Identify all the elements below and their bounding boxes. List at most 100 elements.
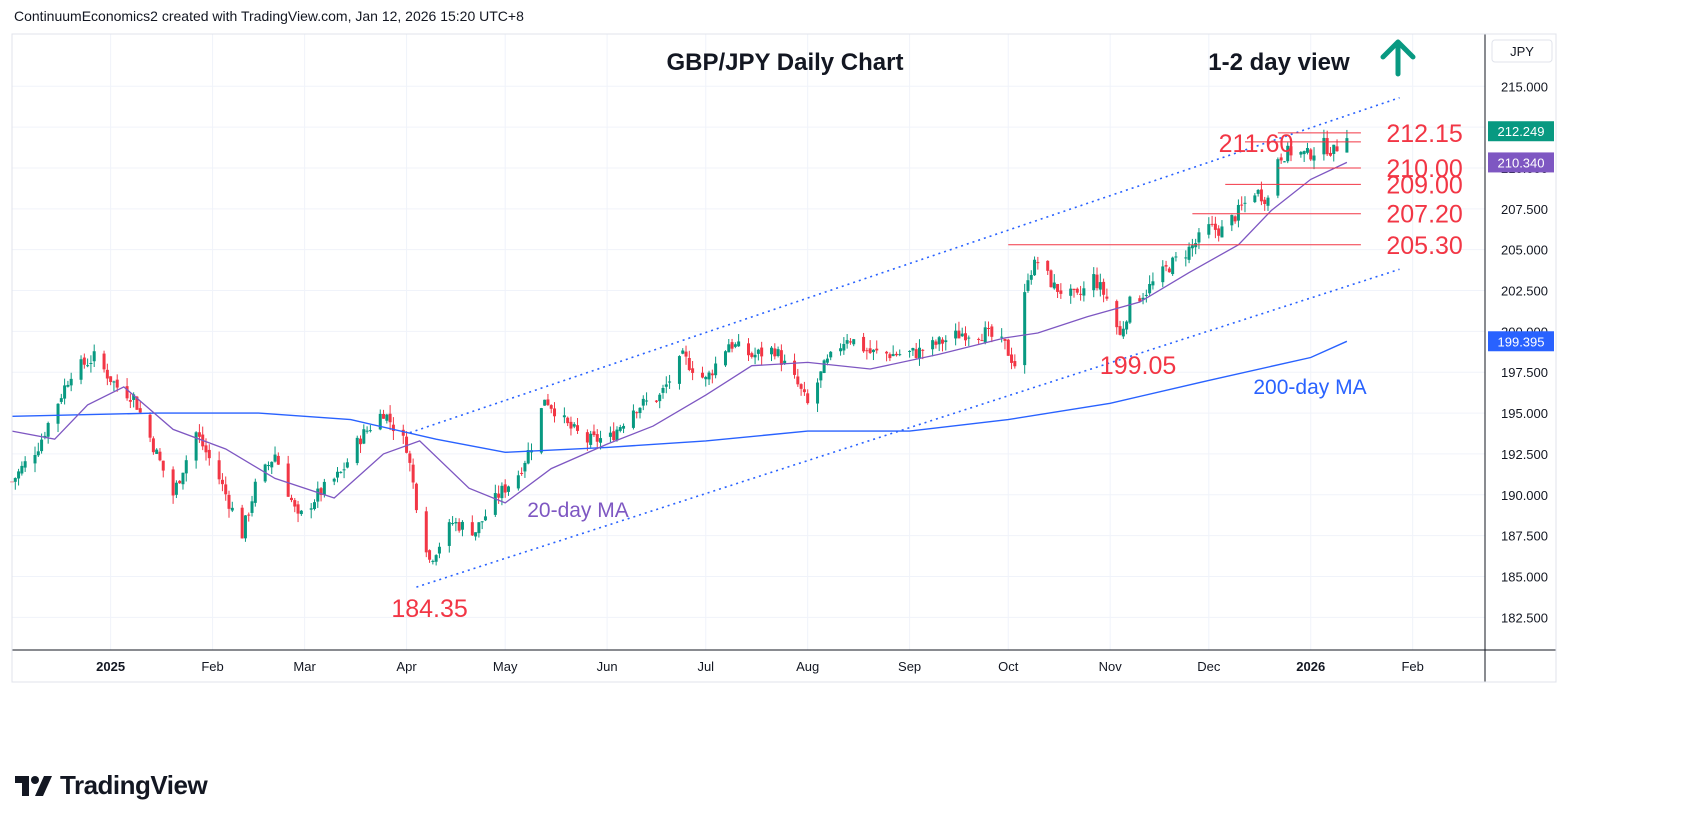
candle-body bbox=[217, 460, 221, 480]
x-tick-label: 2026 bbox=[1296, 659, 1325, 674]
candle-body bbox=[917, 347, 921, 358]
candle-body bbox=[293, 500, 297, 507]
candle-body bbox=[1105, 296, 1109, 299]
candle-body bbox=[1243, 202, 1247, 204]
candle-body bbox=[105, 369, 109, 379]
candle-body bbox=[401, 429, 405, 436]
candle-body bbox=[1190, 245, 1194, 249]
candle-body bbox=[128, 400, 132, 402]
candle-body bbox=[1000, 336, 1004, 338]
candle-body bbox=[1046, 260, 1050, 271]
candle-body bbox=[1079, 293, 1083, 295]
candle-body bbox=[520, 472, 524, 474]
candle-body bbox=[1125, 321, 1129, 330]
tradingview-footer[interactable]: TradingView bbox=[14, 770, 208, 801]
candle-body bbox=[385, 414, 389, 421]
candle-body bbox=[700, 372, 704, 378]
candle-body bbox=[115, 379, 119, 388]
y-tick-label: 190.000 bbox=[1501, 488, 1548, 503]
candle-body bbox=[368, 430, 372, 432]
ma200-label: 200-day MA bbox=[1253, 376, 1366, 399]
candle-body bbox=[733, 344, 737, 347]
candle-body bbox=[171, 469, 175, 496]
candle-body bbox=[1148, 284, 1152, 294]
candle-body bbox=[1207, 224, 1211, 235]
candle-body bbox=[1335, 146, 1339, 152]
candle-body bbox=[618, 427, 622, 431]
candle-body bbox=[871, 349, 875, 353]
candle-body bbox=[691, 368, 695, 373]
candle-body bbox=[1279, 157, 1283, 161]
candle-body bbox=[641, 398, 645, 406]
candle-body bbox=[36, 451, 40, 456]
candle-body bbox=[1325, 138, 1329, 155]
candle-body bbox=[102, 353, 106, 370]
candle-body bbox=[332, 478, 336, 482]
candle-body bbox=[612, 431, 616, 441]
candle-body bbox=[875, 348, 879, 351]
y-tick-label: 187.500 bbox=[1501, 529, 1548, 544]
candle-body bbox=[388, 413, 392, 423]
candle-body bbox=[125, 386, 129, 399]
y-tick-label: 215.000 bbox=[1501, 79, 1548, 94]
candle-body bbox=[197, 432, 201, 437]
x-tick-label: May bbox=[493, 659, 518, 674]
candle-body bbox=[336, 471, 340, 478]
candle-body bbox=[983, 327, 987, 343]
candle-body bbox=[1092, 274, 1096, 291]
candle-body bbox=[181, 472, 185, 485]
candle-body bbox=[1328, 152, 1332, 156]
candle-body bbox=[270, 461, 274, 468]
candle-body bbox=[1220, 226, 1224, 238]
candle-body bbox=[506, 486, 510, 492]
level-label: 211.60 bbox=[1219, 130, 1294, 158]
candle-body bbox=[704, 376, 708, 380]
candle-body bbox=[135, 396, 139, 410]
channel-upper-line bbox=[409, 96, 1400, 434]
candle-body bbox=[779, 350, 783, 365]
candle-body bbox=[1006, 339, 1010, 356]
candle-body bbox=[1056, 283, 1060, 292]
candle-body bbox=[760, 347, 764, 357]
candle-body bbox=[664, 384, 668, 387]
y-tick-label: 205.000 bbox=[1501, 243, 1548, 258]
candle-body bbox=[1174, 256, 1178, 258]
candle-body bbox=[1144, 294, 1148, 296]
y-tick-label: 185.000 bbox=[1501, 569, 1548, 584]
candle-body bbox=[773, 348, 777, 357]
candle-body bbox=[908, 350, 912, 352]
candle-body bbox=[750, 353, 754, 357]
level-label: 205.30 bbox=[1386, 232, 1462, 260]
candle-body bbox=[714, 363, 718, 376]
tradingview-brand: TradingView bbox=[60, 770, 208, 800]
candle-body bbox=[1095, 274, 1099, 289]
y-tick-label: 192.500 bbox=[1501, 447, 1548, 462]
candle-body bbox=[654, 400, 658, 402]
level-label: 212.15 bbox=[1386, 120, 1462, 148]
candle-body bbox=[819, 371, 823, 381]
candle-body bbox=[224, 484, 228, 495]
currency-tag: JPY bbox=[1510, 44, 1534, 59]
candle-body bbox=[20, 465, 24, 474]
candle-body bbox=[470, 522, 474, 536]
candle-body bbox=[816, 382, 820, 404]
candle-body bbox=[1259, 189, 1263, 202]
candle-body bbox=[865, 350, 869, 352]
candle-body bbox=[342, 469, 346, 471]
candle-body bbox=[944, 340, 948, 343]
x-tick-label: Oct bbox=[998, 659, 1019, 674]
candle-body bbox=[1161, 266, 1165, 283]
candle-body bbox=[1121, 328, 1125, 337]
candle-body bbox=[756, 349, 760, 354]
ma20-label: 20-day MA bbox=[527, 499, 629, 522]
candle-body bbox=[240, 507, 244, 539]
candle-body bbox=[151, 438, 155, 453]
candle-body bbox=[1236, 204, 1240, 221]
y-tick-label: 182.500 bbox=[1501, 610, 1548, 625]
candle-body bbox=[894, 353, 898, 356]
candle-body bbox=[1197, 232, 1201, 243]
candle-body bbox=[43, 435, 47, 438]
candle-body bbox=[424, 511, 428, 553]
candle-body bbox=[408, 453, 412, 463]
